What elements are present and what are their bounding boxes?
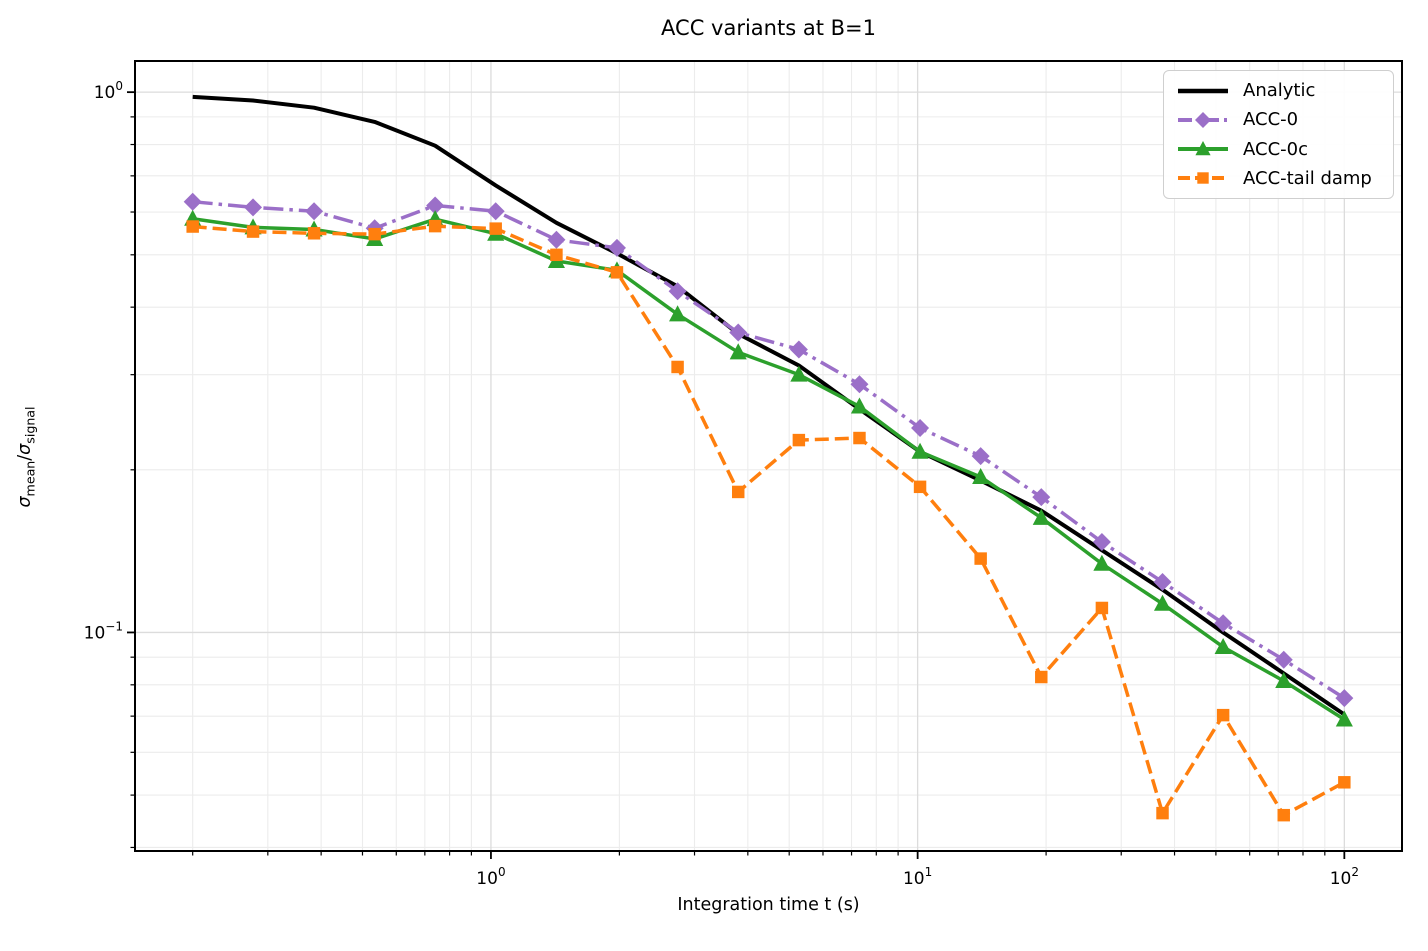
data-point-marker	[729, 323, 748, 342]
data-point-marker	[850, 375, 869, 394]
legend-item-analytic: Analytic	[1175, 76, 1382, 105]
series-line	[192, 217, 1346, 721]
series-acc-0	[183, 192, 1354, 708]
x-tick-label: 102	[1330, 865, 1359, 889]
data-point-marker	[732, 485, 745, 499]
data-point-marker	[911, 419, 930, 438]
data-point-marker	[974, 552, 987, 565]
data-point-marker	[1274, 650, 1293, 669]
data-point-marker	[550, 248, 563, 262]
data-point-marker	[607, 238, 626, 257]
series-analytic	[192, 94, 1346, 717]
legend-item-label: ACC-0	[1243, 109, 1299, 131]
data-point-marker	[1032, 488, 1051, 507]
data-point-marker	[547, 230, 566, 249]
y-axis-label: σmean/σsignal	[15, 257, 45, 657]
data-point-marker	[671, 360, 684, 374]
data-point-marker	[1156, 806, 1169, 820]
data-point-marker	[792, 433, 806, 447]
data-point-marker	[428, 219, 442, 233]
data-point-marker	[1338, 776, 1351, 789]
legend-line-sample	[1178, 141, 1228, 156]
data-point-marker	[1153, 594, 1172, 611]
data-point-marker	[1214, 637, 1232, 654]
tick-labels: 100 101 102 100 10−1	[84, 79, 1359, 889]
data-point-marker	[1216, 708, 1230, 722]
data-point-marker	[246, 225, 260, 238]
data-point-marker	[1275, 672, 1293, 689]
data-point-marker	[850, 397, 869, 414]
legend-item-acc-tail-damp: ACC-tail damp	[1175, 164, 1382, 193]
data-point-marker	[305, 202, 324, 221]
data-point-marker	[853, 431, 866, 445]
legend-item-label: ACC-tail damp	[1243, 167, 1372, 189]
y-axis-label-part: σ	[15, 496, 35, 508]
data-point-marker	[1335, 689, 1354, 708]
data-point-marker	[729, 343, 747, 360]
series-line	[192, 224, 1346, 817]
chart-title: ACC variants at B=1	[661, 16, 876, 40]
minor-gridlines	[135, 61, 1402, 851]
legend-sample-marker	[1195, 141, 1211, 156]
data-point-marker	[971, 447, 990, 466]
legend-line-sample	[1178, 88, 1228, 93]
data-point-marker	[610, 266, 624, 279]
data-point-marker	[911, 442, 929, 459]
legend-sample-marker	[1195, 111, 1211, 128]
y-axis-label-part: mean	[22, 460, 38, 497]
y-tick-label: 10−1	[84, 619, 123, 643]
data-point-marker	[1214, 614, 1233, 633]
legend-line-sample	[1178, 111, 1228, 128]
legend-line-sample	[1178, 172, 1228, 185]
legend: Analytic ACC-0 ACC-0c ACC-tail damp	[1163, 70, 1394, 199]
data-point-marker	[913, 480, 927, 494]
series-line	[192, 94, 1346, 717]
data-point-marker	[669, 305, 687, 322]
legend-item-label: Analytic	[1243, 80, 1316, 102]
data-point-marker	[668, 282, 687, 301]
legend-item-acc-0: ACC-0	[1175, 105, 1382, 134]
data-point-marker	[972, 467, 990, 484]
data-point-marker	[1095, 601, 1109, 615]
data-point-marker	[186, 220, 199, 233]
y-tick-label: 100	[94, 79, 123, 103]
legend-item-label: ACC-0c	[1243, 138, 1308, 160]
data-point-marker	[183, 192, 202, 211]
data-point-marker	[1035, 670, 1048, 684]
legend-sample-marker	[1197, 172, 1209, 185]
data-point-marker	[489, 222, 502, 235]
y-axis-label-part: /	[15, 454, 35, 461]
y-axis-label-part: signal	[22, 406, 38, 444]
x-axis-label: Integration time t (s)	[677, 895, 860, 915]
data-point-marker	[307, 227, 321, 240]
data-point-marker	[1093, 554, 1111, 571]
data-point-marker	[486, 202, 505, 221]
y-axis-label-part: σ	[15, 443, 35, 455]
plot-border	[134, 60, 1403, 852]
axis-ticks	[127, 91, 1346, 859]
series-acc-tail-damp	[186, 219, 1351, 822]
data-point-marker	[790, 365, 808, 382]
legend-item-acc-0c: ACC-0c	[1175, 135, 1382, 164]
x-tick-label: 100	[476, 865, 505, 889]
data-point-marker	[244, 198, 263, 217]
series-line	[192, 199, 1346, 700]
data-point-marker	[368, 227, 381, 241]
data-point-marker	[1153, 572, 1172, 591]
data-point-marker	[1092, 533, 1111, 552]
data-point-marker	[1335, 710, 1353, 727]
data-point-marker	[426, 196, 445, 215]
data-point-marker	[1032, 508, 1050, 525]
x-tick-label: 101	[903, 865, 932, 889]
data-point-marker	[789, 340, 808, 359]
data-point-marker	[1277, 808, 1290, 822]
